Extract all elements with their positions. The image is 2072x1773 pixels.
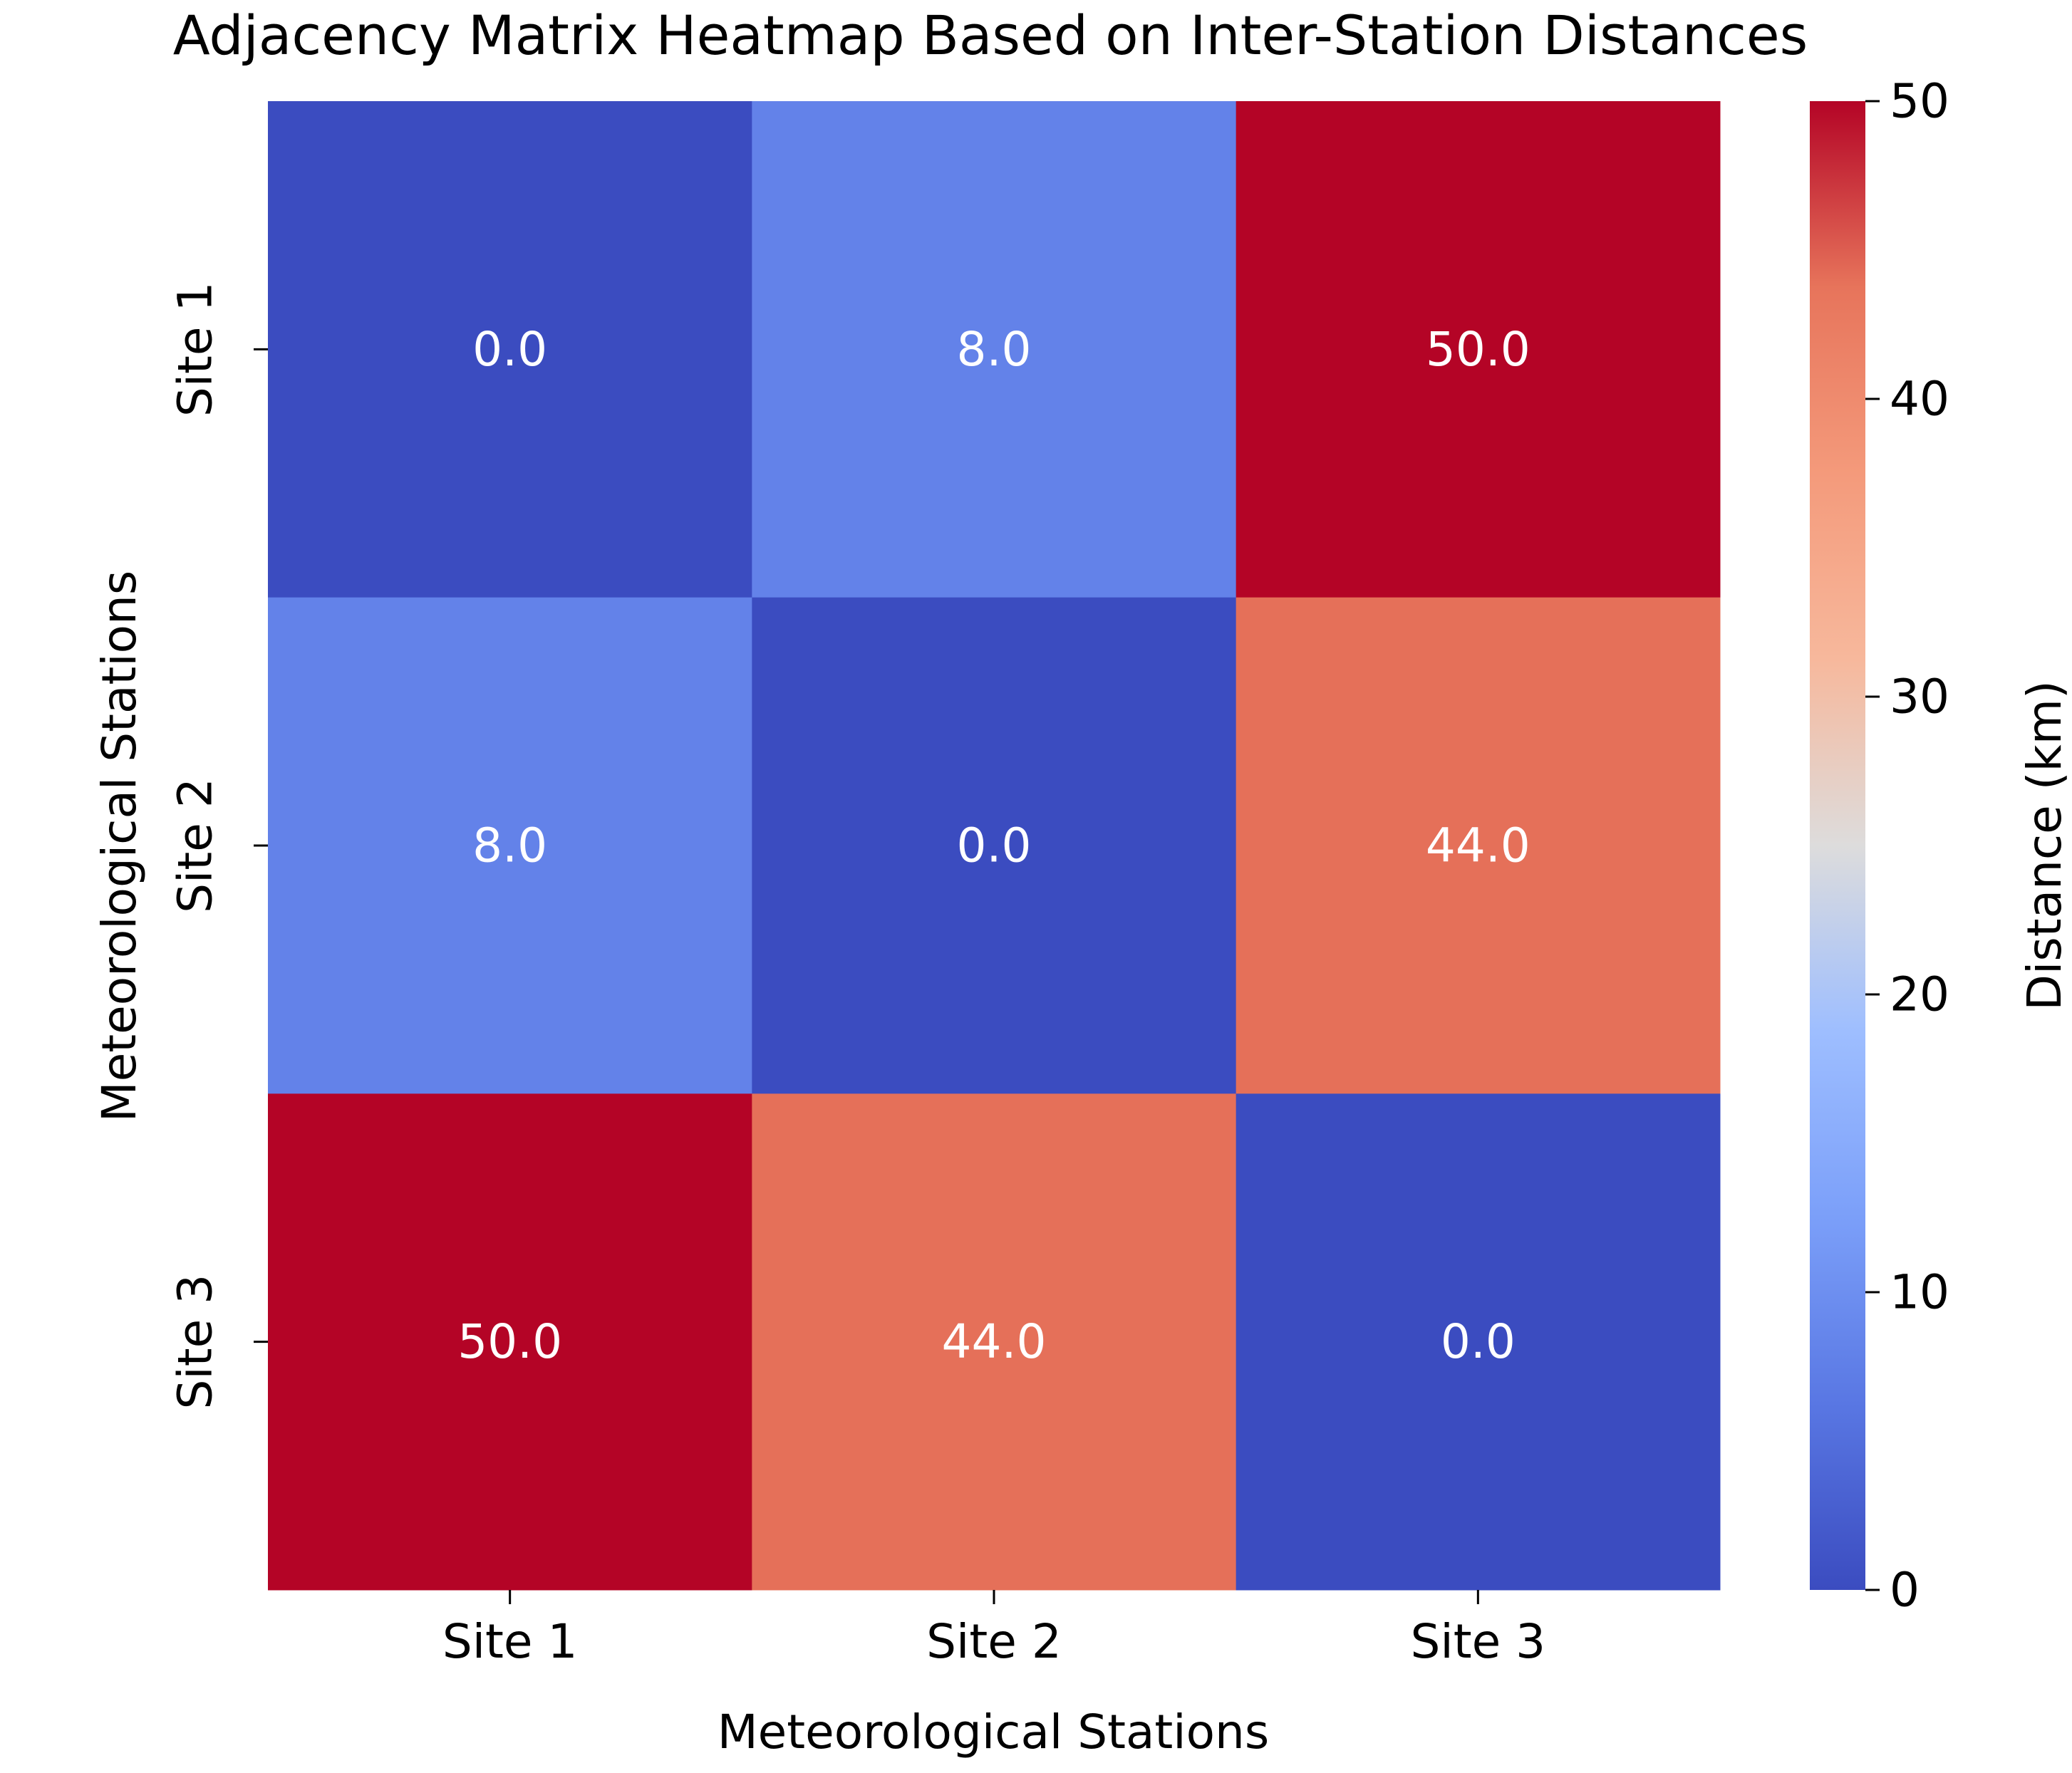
colorbar-tick-label: 20: [1890, 967, 1949, 1022]
heatmap-cell: [1236, 1093, 1721, 1591]
x-tick-label: Site 3: [1410, 1614, 1545, 1669]
cell-value-label: 44.0: [942, 1314, 1047, 1369]
colorbar: [1810, 101, 1865, 1590]
x-tick-label: Site 1: [442, 1614, 578, 1669]
cell-value-label: 0.0: [1441, 1314, 1516, 1369]
chart-title: Adjacency Matrix Heatmap Based on Inter-…: [173, 4, 1808, 67]
cell-value-label: 50.0: [1426, 322, 1530, 377]
heatmap-cell: [268, 1093, 752, 1591]
x-tick-label: Site 2: [926, 1614, 1062, 1669]
colorbar-label: Distance (km): [2017, 680, 2072, 1011]
colorbar-ticks: 0 10 20 30 40 50: [1865, 74, 1949, 1618]
heatmap-cell: [268, 597, 752, 1094]
heatmap-cell-labels: 0.0 8.0 50.0 8.0 0.0 44.0 50.0 44.0 0.0: [457, 322, 1530, 1369]
colorbar-tick-label: 40: [1890, 372, 1949, 427]
colorbar-tick-label: 10: [1890, 1265, 1949, 1320]
heatmap-cell: [752, 597, 1237, 1094]
cell-value-label: 44.0: [1426, 818, 1530, 873]
y-tick-label: Site 3: [168, 1274, 223, 1410]
y-axis-ticks: Site 1 Site 2 Site 3: [168, 281, 268, 1410]
y-tick-label: Site 1: [168, 281, 223, 417]
cell-value-label: 8.0: [957, 322, 1032, 377]
heatmap-cell: [1236, 597, 1721, 1094]
y-axis-label: Meteorological Stations: [92, 571, 147, 1123]
colorbar-tick-label: 30: [1890, 670, 1949, 724]
heatmap-cell: [268, 101, 752, 598]
y-tick-label: Site 2: [168, 778, 223, 913]
colorbar-tick-label: 50: [1890, 74, 1949, 129]
colorbar-tick-label: 0: [1890, 1563, 1920, 1618]
heatmap-cells: [268, 101, 1721, 1591]
cell-value-label: 50.0: [457, 1314, 562, 1369]
x-axis-label: Meteorological Stations: [718, 1705, 1270, 1759]
heatmap-cell: [752, 101, 1237, 598]
x-axis-ticks: Site 1 Site 2 Site 3: [442, 1590, 1545, 1669]
heatmap-cell: [752, 1093, 1237, 1591]
cell-value-label: 0.0: [472, 322, 547, 377]
cell-value-label: 8.0: [472, 818, 547, 873]
cell-value-label: 0.0: [957, 818, 1032, 873]
heatmap-cell: [1236, 101, 1721, 598]
